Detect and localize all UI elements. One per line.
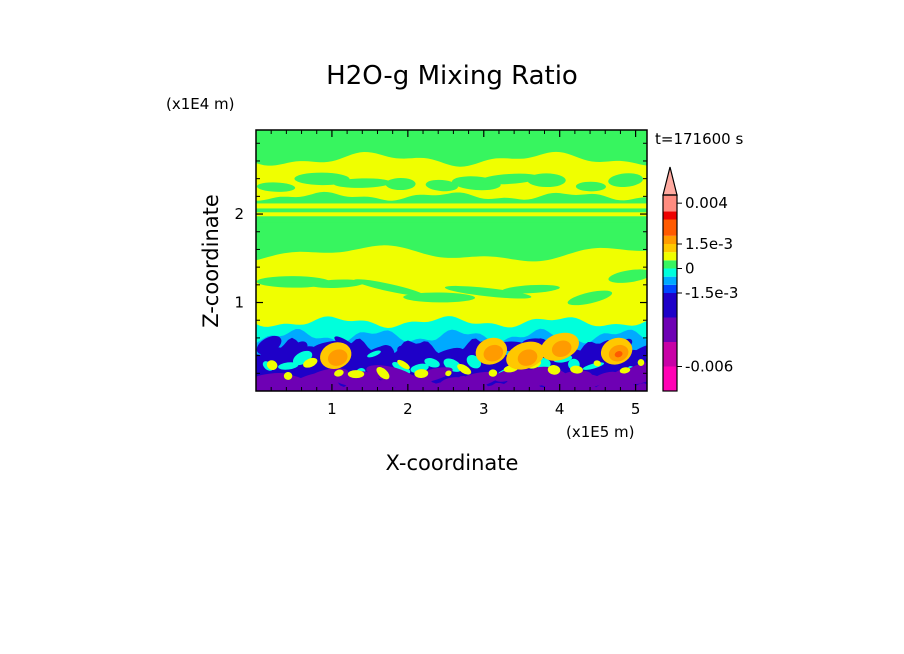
x-unit-label: (x1E5 m): [566, 423, 635, 441]
wisp-green: [502, 284, 560, 294]
streak-green: [425, 179, 459, 192]
wisp-green: [567, 290, 613, 306]
stripe-green: [256, 222, 647, 226]
colorbar-level: [663, 252, 677, 261]
streak-green: [333, 178, 391, 188]
colorbar-label: 0.004: [685, 194, 728, 212]
y-unit-label: (x1E4 m): [166, 95, 235, 113]
eddy-yellow: [570, 365, 583, 374]
eddy-yellow: [376, 366, 390, 380]
eddy-yellow: [457, 363, 472, 375]
colorbar-label: -0.006: [685, 358, 733, 376]
x-tick-label: 1: [327, 400, 337, 418]
wisp-green: [444, 285, 532, 299]
eddy-purple: [592, 371, 619, 385]
chart-title: H2O-g Mixing Ratio: [326, 61, 578, 91]
eddy-cyan: [424, 358, 440, 368]
colorbar-level: [663, 235, 677, 244]
plume-red: [614, 351, 623, 358]
plume-orange: [483, 344, 504, 362]
colorbar: 0.004 1.5e-3 0 -1.5e-3 -0.006: [662, 166, 738, 392]
eddy-yellow: [414, 369, 429, 379]
colorbar-level: [663, 366, 677, 391]
plot-frame: [255, 129, 648, 392]
y-axis: 12: [234, 142, 647, 374]
colorbar-level: [663, 195, 677, 212]
eddy-blue: [377, 345, 395, 363]
colorbar-level: [663, 219, 677, 236]
colorbar-label: 1.5e-3: [685, 235, 733, 253]
colorbar-level: [663, 268, 677, 277]
y-axis-label: Z-coordinate: [199, 194, 223, 328]
x-tick-label: 2: [403, 400, 413, 418]
colorbar-level: [663, 244, 677, 253]
eddy-yellow: [488, 369, 498, 377]
streak-green: [527, 173, 566, 188]
colorbar-level: [663, 317, 677, 342]
x-axis-label: X-coordinate: [386, 451, 519, 475]
eddy-cyan: [278, 362, 299, 370]
plume-orange: [551, 340, 572, 358]
x-tick-label: 4: [555, 400, 565, 418]
colorbar-level: [663, 260, 677, 269]
eddy-blue: [622, 343, 647, 365]
streak-green: [575, 181, 606, 192]
contour-layers: [256, 130, 647, 391]
streak-green: [385, 177, 416, 191]
time-label: t=171600 s: [655, 130, 743, 148]
eddy-yellow: [593, 360, 601, 367]
eddy-yellow: [347, 370, 365, 379]
stripe-yellow: [256, 203, 647, 209]
colorbar-level: [663, 211, 677, 220]
x-tick-label: 5: [631, 400, 641, 418]
eddy-yellow: [547, 365, 561, 375]
bottom-strip: [256, 387, 647, 391]
eddy-purple: [409, 367, 453, 384]
streak-green: [256, 182, 296, 192]
stripe-yellow: [256, 212, 647, 217]
eddy-yellow: [619, 367, 631, 374]
colorbar-label: 0: [685, 260, 695, 278]
eddy-yellow: [397, 359, 410, 370]
streak-green: [608, 173, 644, 187]
eddy-purple: [383, 371, 429, 391]
wisp-green: [403, 292, 476, 303]
y-tick-label: 1: [234, 294, 244, 312]
eddy-yellow: [445, 370, 452, 377]
colorbar-level: [663, 342, 677, 367]
colorbar-label: -1.5e-3: [685, 284, 738, 302]
eddy-yellow: [303, 357, 318, 368]
eddy-cyan: [367, 350, 381, 358]
eddy-yellow: [283, 371, 293, 380]
x-tick-label: 3: [479, 400, 489, 418]
eddy-purple: [560, 373, 603, 388]
eddy-yellow: [334, 369, 344, 377]
contour-field: [256, 130, 647, 391]
colorbar-level: [663, 284, 677, 293]
wisp-green: [354, 279, 424, 296]
eddy-blue: [568, 349, 594, 362]
plume-orange: [517, 349, 538, 366]
streak-green: [480, 173, 539, 185]
wisp-green: [310, 279, 365, 288]
x-axis: 1 2 3 4 5: [270, 130, 641, 418]
eddy-cyan: [392, 362, 411, 374]
y-tick-label: 2: [234, 205, 244, 223]
plume-orange: [327, 349, 348, 366]
wisp-green: [608, 269, 647, 283]
colorbar-level: [663, 293, 677, 318]
eddy-purple: [618, 361, 647, 385]
colorbar-extend-arrow: [662, 166, 678, 196]
colorbar-level: [663, 276, 677, 285]
eddy-yellow: [266, 360, 278, 370]
eddy-yellow: [637, 359, 645, 366]
